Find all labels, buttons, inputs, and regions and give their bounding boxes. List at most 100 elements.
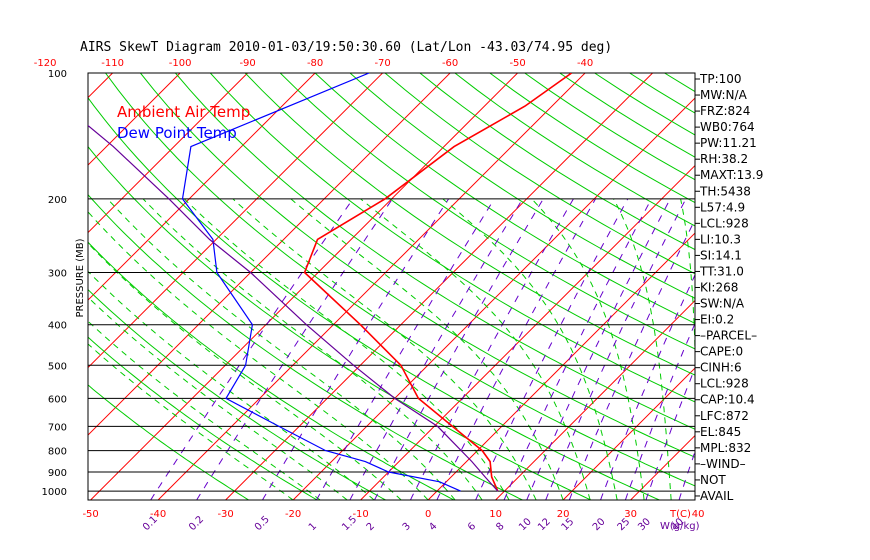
isotherm-line [88,73,181,166]
mixing-ratio-line [316,198,495,500]
top-temp-tick-label: -50 [509,58,525,69]
index-label: MW:N/A [700,88,748,102]
moist-adiabat-line [613,198,672,500]
index-label: AVAIL [700,489,734,503]
moist-adiabat-line [88,296,348,500]
moist-adiabat-line [142,198,483,500]
index-label: –PARCEL– [700,329,757,343]
pressure-tick-label: 100 [48,69,67,80]
index-label: FRZ:824 [700,104,750,118]
dry-adiabat-line [175,73,695,430]
dry-adiabat-line [209,73,695,403]
index-label: –WIND– [700,457,746,471]
mixing-ratio-tick-label: 1 [307,521,319,533]
mixing-ratio-line [373,198,544,500]
bottom-temp-tick-label: 10 [489,509,502,520]
top-temp-tick-label: -90 [239,58,255,69]
index-label: SI:14.1 [700,248,742,262]
index-label: NOT [700,473,726,487]
pressure-tick-label: 200 [48,195,67,206]
series-dew-point-temp [181,73,461,492]
top-temp-tick-label: -110 [101,58,124,69]
isobar-lines [87,72,696,501]
moist-adiabat-line [88,343,294,500]
mixing-ratio-line [568,218,695,500]
isotherm-line [88,73,316,301]
dry-adiabat-line [314,73,695,324]
isotherm-line [427,232,695,500]
index-label: LFC:872 [700,409,749,423]
mixing-ratio-line [526,198,671,500]
legend-dew-point: Dew Point Temp [117,124,237,142]
index-label: CAPE:0 [700,345,743,359]
mixing-ratio-line [545,198,687,500]
mixing-ratio-line [600,273,695,500]
mixing-ratio-tick-label: 12 [536,516,553,533]
dry-adiabat-line [88,194,523,500]
mixing-ratio-line [645,366,695,500]
bottom-temp-unit: T(C) [669,509,691,520]
index-label: MAXT:13.9 [700,168,763,182]
index-label: LCL:928 [700,377,749,391]
chart-title: AIRS SkewT Diagram 2010-01-03/19:50:30.6… [80,40,612,55]
legend-air-temp: Ambient Air Temp [117,103,250,121]
bottom-temp-tick-label: -10 [352,509,368,520]
mixing-ratio-tick-label: 20 [591,516,608,533]
moist-adiabat-line [531,198,645,500]
top-temp-tick-label: -60 [442,58,458,69]
index-label: WB0:764 [700,120,755,134]
pressure-tick-label: 800 [48,447,67,458]
sounding-indices: TP:100 MW:N/A FRZ:824 WB0:764 PW:11.21 RH:38.… [695,72,763,503]
dry-adiabat-line [279,73,695,350]
pressure-tick-labels: 100 200 300 400 500 600 700 800 900 1000 [42,69,67,498]
top-temp-tick-label: -40 [577,58,593,69]
index-label: PW:11.21 [700,136,757,150]
y-axis-label: PRESSURE (MB) [75,238,86,317]
sounding-series [88,73,573,492]
mixing-ratio-line [349,198,524,500]
bottom-temp-tick-label: 40 [692,509,705,520]
moist-adiabat-line [232,198,537,500]
bottom-temp-tick-label: 0 [425,509,431,520]
isotherm-line [88,73,383,369]
dry-adiabat-line [88,241,455,500]
pressure-tick-label: 300 [48,269,67,280]
index-label: KI:268 [700,280,738,294]
bottom-temp-tick-label: -20 [285,509,301,520]
index-label: RH:38.2 [700,152,748,166]
isotherm-line [495,299,695,500]
isotherm-line [766,73,870,500]
isotherm-line [225,73,653,500]
pressure-tick-label: 700 [48,422,67,433]
index-label: LCL:928 [700,216,749,230]
dry-adiabat-line [88,145,592,500]
isotherm-line [88,73,451,436]
index-label: LI:10.3 [700,232,741,246]
index-label: EI:0.2 [700,313,734,327]
moist-adiabat-line [107,198,456,500]
pressure-tick-label: 400 [48,321,67,332]
mixing-ratio-tick-label: 6 [466,521,478,533]
index-label: MPL:832 [700,441,751,455]
pressure-tick-label: 1000 [42,487,67,498]
mixing-ratio-tick-label: 30 [636,516,653,533]
bottom-temp-tick-label: -40 [150,509,166,520]
bottom-temp-tick-label: -50 [82,509,98,520]
isotherm-line [0,73,45,500]
dry-adiabat-line [244,73,695,376]
top-temp-tick-label: -80 [307,58,323,69]
dry-adiabat-line [454,73,695,227]
mixing-ratio-tick-label: 4 [427,521,439,533]
mixing-ratio-tick-label: 2 [365,521,377,533]
index-label: CAP:10.4 [700,393,755,407]
index-label: EL:845 [700,425,741,439]
mixing-ratio-line [196,198,393,500]
moist-adiabat-line [88,270,375,500]
bottom-temp-tick-label: 30 [624,509,637,520]
index-label: CINH:6 [700,361,742,375]
dry-adiabat-line [88,336,318,500]
dry-adiabat-line [105,73,695,487]
pressure-tick-label: 900 [48,468,67,479]
top-temp-tick-label: -70 [374,58,390,69]
